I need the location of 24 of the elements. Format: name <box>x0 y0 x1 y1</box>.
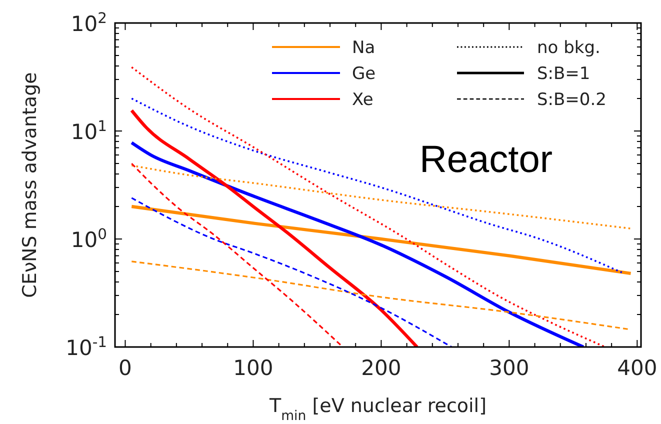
x-tick-label: 100 <box>233 356 274 380</box>
x-tick-label: 300 <box>489 356 530 380</box>
x-tick-label: 200 <box>361 356 402 380</box>
annotation: Reactor <box>419 139 553 181</box>
legend-label: no bkg. <box>537 38 600 58</box>
line-series <box>130 66 606 347</box>
y-tick-label: 10$^{-1}$ <box>66 334 107 360</box>
y-tick-label: 10$^{2}$ <box>70 10 107 36</box>
legend-label: S:B=0.2 <box>537 90 606 110</box>
line-series <box>130 108 419 347</box>
legend-label: Xe <box>352 90 374 110</box>
legend-label: S:B=1 <box>537 64 590 84</box>
legend-label: Ge <box>352 64 376 84</box>
line-series <box>130 162 344 347</box>
x-axis-title: T$_{min}$ [eV nuclear recoil] <box>268 395 486 424</box>
y-tick-label: 10$^{0}$ <box>70 226 107 252</box>
line-series <box>130 204 632 276</box>
y-tick-label: 10$^{1}$ <box>70 118 107 144</box>
legend-label: Na <box>352 38 376 58</box>
line-series <box>130 197 452 347</box>
x-tick-label: 0 <box>118 356 132 380</box>
y-axis-title: CEνNS mass advantage <box>19 72 41 298</box>
line-series <box>130 141 586 347</box>
x-tick-label: 400 <box>617 356 658 380</box>
